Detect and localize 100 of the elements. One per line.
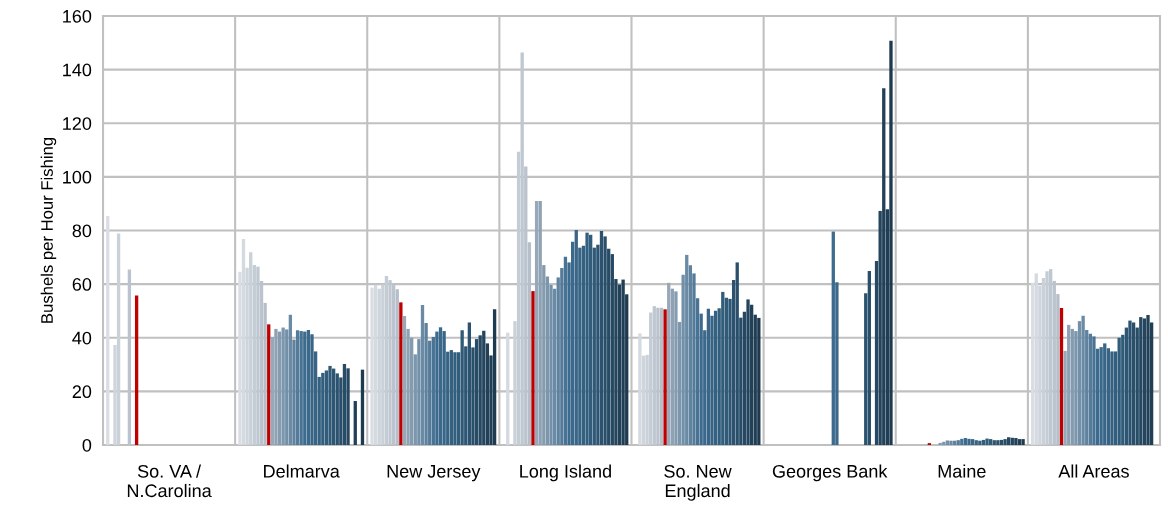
bar — [460, 330, 464, 445]
bar — [1139, 317, 1143, 445]
x-tick-label: Georges Bank — [772, 464, 888, 482]
bar — [306, 329, 311, 445]
bar — [506, 332, 510, 445]
bar — [960, 438, 964, 445]
bar — [831, 231, 835, 445]
bar — [563, 256, 568, 445]
y-tick-label: 60 — [72, 278, 92, 291]
x-tick-label: So. VA / N.Carolina — [127, 464, 212, 498]
bar — [241, 239, 246, 445]
bar — [1003, 439, 1007, 445]
bar — [531, 291, 535, 445]
bar — [956, 440, 960, 445]
bar — [106, 216, 110, 445]
x-tick-label: Maine — [938, 464, 986, 478]
bar — [453, 352, 457, 445]
bar — [328, 365, 332, 445]
x-tick-label: New Jersey — [387, 465, 481, 482]
bar — [949, 440, 953, 445]
bar — [574, 229, 578, 445]
bar — [360, 369, 365, 445]
bar — [281, 327, 285, 445]
x-tick-label: All Areas — [1058, 464, 1129, 478]
y-tick-label: 140 — [63, 63, 92, 77]
bar — [482, 330, 486, 445]
bar — [1103, 343, 1107, 445]
bar — [589, 234, 593, 445]
y-tick-label: 0 — [82, 438, 92, 452]
bar — [721, 291, 725, 445]
bar — [474, 339, 479, 445]
y-tick-label: 40 — [72, 331, 92, 345]
bar — [431, 336, 435, 445]
bar — [706, 308, 711, 445]
y-tick-label: 160 — [63, 9, 92, 23]
bar — [889, 40, 893, 445]
bar — [1092, 336, 1096, 445]
bar — [295, 330, 300, 445]
bar — [277, 331, 282, 445]
bar — [520, 52, 524, 445]
bar — [1081, 315, 1085, 445]
bar — [331, 368, 336, 445]
bar — [420, 305, 425, 445]
bar — [442, 331, 446, 445]
bar — [585, 232, 589, 445]
bar — [324, 370, 329, 445]
bar — [599, 231, 604, 445]
bar — [492, 309, 497, 445]
bar — [538, 201, 542, 445]
bar — [757, 317, 761, 445]
bar — [346, 368, 350, 445]
bar — [1128, 320, 1132, 445]
bar — [638, 333, 642, 445]
bar — [1021, 439, 1025, 445]
bar — [945, 440, 950, 445]
bar — [288, 314, 293, 445]
bar — [996, 440, 1000, 445]
x-tick-label: So. New England — [664, 464, 732, 501]
bar — [663, 309, 667, 445]
bar — [685, 254, 689, 445]
bar — [1131, 322, 1136, 445]
bar — [1110, 351, 1114, 445]
y-tick-label: 100 — [63, 170, 92, 184]
bar — [1067, 324, 1071, 445]
bar — [467, 322, 472, 445]
bar — [1088, 333, 1092, 445]
bar — [735, 262, 739, 445]
bar — [299, 331, 303, 445]
bar — [267, 324, 271, 445]
bar — [667, 282, 671, 445]
bar — [134, 295, 139, 445]
y-tick-label: 20 — [72, 385, 92, 399]
bar — [303, 331, 307, 445]
bar — [1117, 337, 1121, 445]
bar — [321, 372, 325, 445]
y-tick-label: 120 — [63, 117, 92, 130]
bar — [1070, 328, 1074, 445]
bar — [1142, 318, 1147, 445]
bar — [384, 276, 389, 445]
bar — [882, 88, 886, 445]
bar — [116, 233, 121, 445]
bar — [373, 284, 378, 445]
bar — [1014, 438, 1018, 445]
x-tick-label: Delmarva — [264, 464, 340, 478]
bar — [127, 269, 132, 445]
bar — [399, 302, 403, 445]
bar — [1017, 439, 1022, 445]
bar — [867, 270, 871, 445]
bar — [353, 401, 357, 445]
bar — [310, 334, 314, 445]
bar — [435, 331, 439, 445]
y-axis-title: Bushels per Hour Fishing — [40, 138, 57, 323]
bar — [402, 316, 407, 445]
bar — [963, 438, 968, 445]
bar — [534, 201, 539, 445]
bar — [438, 327, 443, 445]
bar — [478, 335, 482, 445]
bar — [985, 438, 989, 445]
y-tick-label: 80 — [72, 224, 92, 238]
bar — [970, 439, 975, 445]
